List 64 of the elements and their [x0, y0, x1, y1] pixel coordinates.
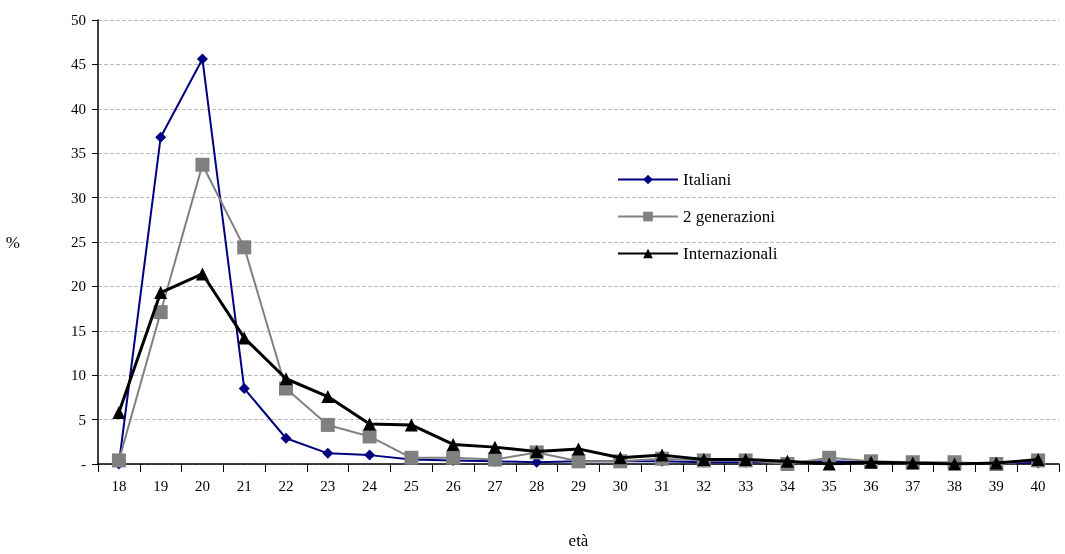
x-tick-label: 38 [947, 477, 963, 494]
point [155, 131, 167, 143]
point [363, 417, 377, 431]
y-tick-label: 15 [71, 322, 86, 339]
x-axis-title: età [568, 531, 589, 550]
x-tick-label: 39 [988, 477, 1004, 494]
y-axis-title: % [5, 232, 20, 252]
point [655, 448, 669, 462]
y-tick-label: 35 [71, 145, 86, 162]
x-tick-label: 22 [278, 477, 294, 494]
point [322, 447, 334, 459]
x-tick-label: 24 [362, 477, 378, 494]
x-tick-label: 34 [779, 477, 796, 494]
point [112, 406, 126, 419]
point [404, 450, 419, 465]
x-tick-label: 36 [863, 477, 879, 494]
point [238, 383, 250, 395]
point [446, 437, 460, 451]
point [195, 157, 210, 172]
x-tick-label: 21 [236, 477, 252, 494]
x-tick-label: 25 [403, 477, 419, 494]
x-tick-label: 27 [487, 477, 503, 494]
x-tick-label: 18 [111, 477, 127, 494]
x-tick-label: 19 [153, 477, 169, 494]
x-tick-label: 31 [654, 477, 670, 494]
point [364, 449, 376, 461]
y-tick-label: 50 [71, 12, 86, 28]
point [196, 53, 208, 65]
legend-label: 2 generazioni [683, 207, 776, 226]
point [404, 418, 418, 432]
y-tick-label: 10 [71, 367, 86, 384]
point [488, 440, 502, 454]
y-tick-label: 45 [71, 56, 86, 73]
y-tick-label: - [81, 456, 86, 472]
point [279, 372, 293, 386]
legend-label: Italiani [683, 170, 732, 189]
x-tick-label: 28 [529, 477, 545, 494]
point [321, 390, 335, 404]
legend-label: Internazionali [683, 244, 778, 263]
x-tick-label: 26 [445, 477, 462, 494]
x-tick-label: 33 [738, 477, 754, 494]
point [195, 267, 209, 281]
point [446, 450, 461, 465]
x-tick-label: 20 [194, 477, 210, 494]
x-tick-label: 30 [612, 477, 628, 494]
x-tick-label: 23 [320, 477, 336, 494]
point [237, 240, 252, 255]
y-tick-label: 20 [71, 278, 86, 295]
point [237, 331, 251, 345]
y-tick-label: 25 [71, 234, 86, 250]
y-tick-label: 5 [78, 411, 86, 428]
x-tick-label: 32 [696, 477, 712, 494]
x-tick-label: 35 [821, 477, 837, 494]
point [572, 442, 585, 456]
point [280, 432, 292, 444]
y-tick-label: 30 [71, 189, 86, 206]
y-tick-label: 40 [71, 100, 86, 117]
x-tick-label: 29 [571, 477, 586, 494]
point [154, 286, 168, 300]
x-tick-label: 37 [905, 477, 921, 494]
point [320, 417, 335, 432]
x-tick-label: 40 [1030, 477, 1046, 494]
point [613, 451, 627, 465]
point [822, 457, 836, 471]
